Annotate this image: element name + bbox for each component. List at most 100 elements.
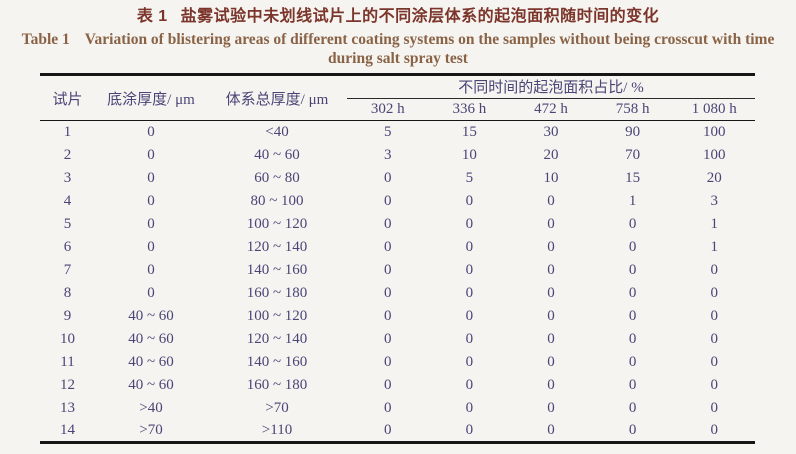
table-cell: 100 xyxy=(702,123,726,140)
table-row: 1 0 <40 5 15 30 90 100 xyxy=(40,121,755,144)
table-cell: 0 xyxy=(547,353,555,370)
table-row: 14 >70 >110 0 0 0 0 0 xyxy=(40,420,755,443)
table-body: 1 0 <40 5 15 30 90 100 2 0 40 ~ 60 3 10 20 70 100 3 0 60 ~… xyxy=(40,121,755,443)
table-cell: 0 xyxy=(384,261,392,278)
table-cell: 0 xyxy=(384,238,392,255)
table-cell: 5 xyxy=(63,215,72,232)
table-cell: >70 xyxy=(139,421,163,438)
table-cell: 140 ~ 160 xyxy=(246,261,308,278)
table-cell: 0 xyxy=(710,421,718,438)
table-cell: 10 xyxy=(543,169,559,186)
table-cell: 1 xyxy=(628,192,637,209)
table-cell: 0 xyxy=(465,261,474,278)
table-header: 试片 底涂厚度/ μm 体系总厚度/ μm 不同时间的起泡面积占比/ % 302… xyxy=(40,74,755,121)
table-cell: 0 xyxy=(710,353,718,370)
table-cell: 0 xyxy=(547,307,555,324)
table-cell: 0 xyxy=(465,399,474,416)
table-cell: 15 xyxy=(461,123,477,140)
table-row: 12 40 ~ 60 160 ~ 180 0 0 0 0 0 xyxy=(40,374,755,397)
table-cell: 1 xyxy=(710,215,718,232)
col-header-time: 302 h xyxy=(370,101,405,117)
table-cell: 0 xyxy=(465,238,474,255)
table-cell: 6 xyxy=(63,238,72,255)
table-cell: 0 xyxy=(465,353,474,370)
table-cell: 0 xyxy=(710,261,718,278)
table-cell: 4 xyxy=(63,192,72,209)
table-cell: 0 xyxy=(147,215,155,232)
table-caption-zh: 表 1 盐雾试验中未划线试片上的不同涂层体系的起泡面积随时间的变化 xyxy=(0,0,796,28)
header-row-top: 试片 底涂厚度/ μm 体系总厚度/ μm 不同时间的起泡面积占比/ % xyxy=(40,74,755,108)
col-header-total-thickness: 体系总厚度/ μm xyxy=(225,91,329,108)
col-header-blister-group: 不同时间的起泡面积占比/ % xyxy=(347,74,755,99)
table-cell: 40 ~ 60 xyxy=(128,376,174,393)
table-cell: 0 xyxy=(628,376,637,393)
table-caption-en: Table 1 Variation of blistering areas of … xyxy=(0,30,796,68)
table-cell: 0 xyxy=(547,261,555,278)
table-cell: <40 xyxy=(265,123,289,140)
table-cell: 3 xyxy=(384,146,392,163)
table-cell: 0 xyxy=(147,169,155,186)
table-cell: 0 xyxy=(547,215,555,232)
table-cell: 0 xyxy=(465,215,474,232)
table-cell: 7 xyxy=(63,261,72,278)
table-cell: 12 xyxy=(60,376,75,393)
table-cell: 0 xyxy=(547,330,555,347)
table-cell: 0 xyxy=(547,399,555,416)
table-caption-en-line2: during salt spray test xyxy=(328,50,468,67)
header-row-times: 302 h 336 h 472 h 758 h 1 080 h xyxy=(40,99,755,121)
table-row: 7 0 140 ~ 160 0 0 0 0 0 xyxy=(40,259,755,282)
table-cell: 0 xyxy=(547,284,555,301)
table-cell: 0 xyxy=(147,238,155,255)
table-cell: 0 xyxy=(628,353,637,370)
table-row: 10 40 ~ 60 120 ~ 140 0 0 0 0 0 xyxy=(40,328,755,351)
table-cell: 0 xyxy=(465,330,474,347)
table-cell: 120 ~ 140 xyxy=(246,238,308,255)
table-caption-en-text: Variation of blistering areas of differe… xyxy=(84,31,775,48)
table-cell: 11 xyxy=(60,353,75,370)
table-cell: 0 xyxy=(384,353,392,370)
table-cell: 13 xyxy=(60,399,75,416)
table-cell: 0 xyxy=(384,330,392,347)
table-cell: 0 xyxy=(628,284,637,301)
table-cell: 40 ~ 60 xyxy=(128,307,174,324)
table-row: 3 0 60 ~ 80 0 5 10 15 20 xyxy=(40,167,755,190)
table-cell: 160 ~ 180 xyxy=(246,284,308,301)
table-cell: 0 xyxy=(628,307,637,324)
table-row: 13 >40 >70 0 0 0 0 0 xyxy=(40,397,755,420)
table-cell: 0 xyxy=(547,421,555,438)
table-cell: 0 xyxy=(628,215,637,232)
table-cell: 0 xyxy=(147,261,155,278)
table-cell: 30 xyxy=(543,123,559,140)
table-cell: 40 ~ 60 xyxy=(254,146,300,163)
table-cell: 9 xyxy=(63,307,72,324)
col-header-time: 1 080 h xyxy=(691,101,737,117)
table-cell: 0 xyxy=(465,376,474,393)
table-cell: 0 xyxy=(384,215,392,232)
table-cell: 0 xyxy=(465,421,474,438)
data-table: 试片 底涂厚度/ μm 体系总厚度/ μm 不同时间的起泡面积占比/ % 302… xyxy=(40,73,755,444)
table-cell: 0 xyxy=(628,421,637,438)
table-cell: 5 xyxy=(384,123,392,140)
table-cell: 0 xyxy=(628,399,637,416)
table-cell: 0 xyxy=(710,376,718,393)
table-cell: 1 xyxy=(63,123,72,140)
table-cell: 80 ~ 100 xyxy=(250,192,304,209)
table-number-en: Table 1 xyxy=(21,31,70,48)
table-cell: 0 xyxy=(384,421,392,438)
table-cell: 5 xyxy=(465,169,474,186)
table-cell: 0 xyxy=(710,307,718,324)
table-cell: 0 xyxy=(710,284,718,301)
table-cell: 0 xyxy=(628,330,637,347)
table-cell: 20 xyxy=(543,146,559,163)
table-cell: 1 xyxy=(710,238,718,255)
table-cell: 10 xyxy=(60,330,75,347)
table-row: 8 0 160 ~ 180 0 0 0 0 0 xyxy=(40,282,755,305)
col-header-time: 336 h xyxy=(452,101,487,117)
table-cell: 70 xyxy=(625,146,641,163)
table-cell: 0 xyxy=(628,261,637,278)
table-cell: 3 xyxy=(63,169,72,186)
table-cell: 8 xyxy=(63,284,72,301)
table-cell: 0 xyxy=(710,399,718,416)
table-cell: 3 xyxy=(710,192,718,209)
